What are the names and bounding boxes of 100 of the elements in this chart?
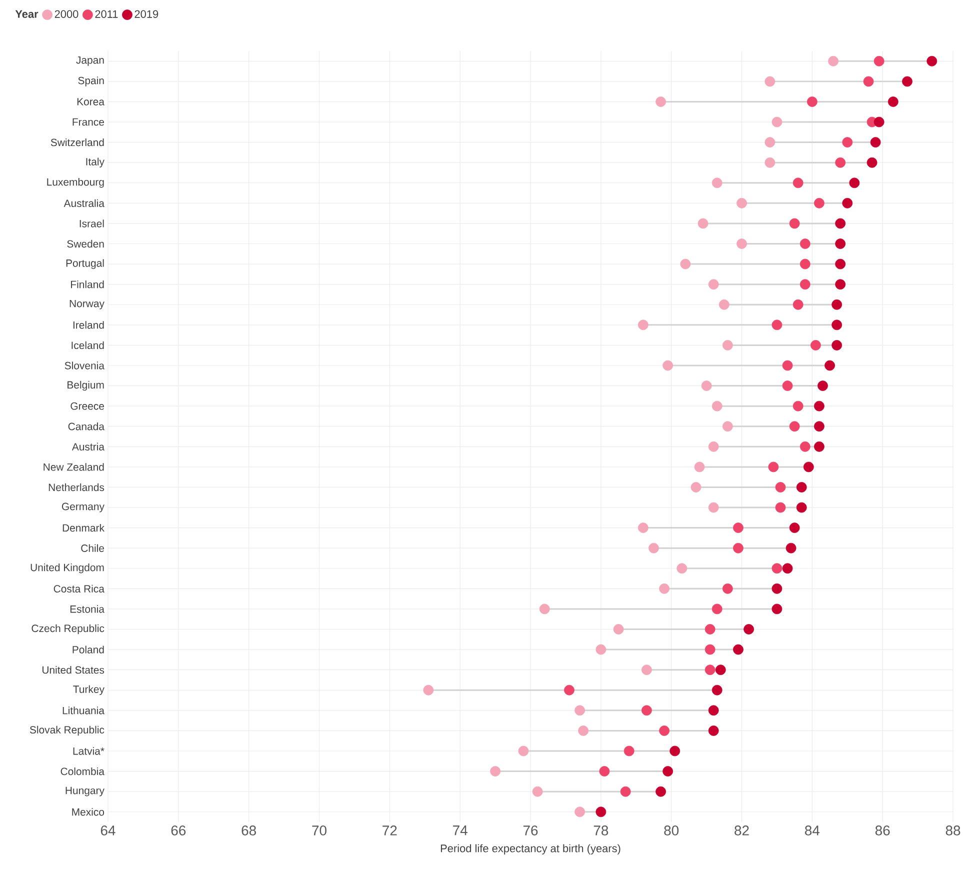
y-tick-label: Sweden [67,240,104,248]
y-tick-label: United Kingdom [30,564,104,574]
point [902,76,912,87]
y-tick-label: Spain [78,76,104,86]
point [670,746,680,756]
y-tick-label: Mexico [72,808,104,816]
y-tick-label: Hungary [66,786,104,796]
point [775,482,786,492]
point [772,320,782,330]
y-tick-label: Norway [70,300,104,310]
x-tick-label: 88 [946,826,960,836]
y-tick-label: Italy [86,158,104,168]
y-tick-label: Latvia* [73,747,104,755]
point [423,684,434,696]
point [733,644,744,655]
y-tick-label: Luxembourg [47,178,104,188]
point [712,178,722,188]
point [712,684,722,696]
y-tick-label: Israel [80,220,104,228]
point [772,583,782,594]
point [824,360,835,371]
point [704,644,716,655]
point [704,664,716,676]
point [772,563,782,574]
y-tick-label: Korea [77,98,104,106]
point [490,766,500,776]
y-tick-label: Iceland [72,341,104,350]
point [772,604,782,614]
point [712,604,722,614]
point [789,421,800,432]
point [701,380,712,391]
point [800,441,810,452]
point [662,360,674,371]
y-tick-label: Finland [71,280,104,288]
point [518,746,529,756]
point [708,726,719,736]
point [772,116,782,128]
x-tick-label: 72 [382,826,397,836]
point [641,705,652,716]
point [596,806,606,818]
point [835,218,846,229]
point [842,137,853,148]
point [792,178,804,188]
point [620,786,631,797]
point [698,218,708,229]
legend-label: 2011 [95,10,118,18]
point [800,279,810,290]
point [789,218,800,229]
x-tick-label: 86 [875,826,890,836]
point [624,746,634,756]
point [532,786,543,797]
x-tick-label: 66 [171,826,186,836]
legend-label: 2000 [54,10,78,18]
point [926,56,938,66]
y-tick-label: Colombia [60,767,104,776]
point [736,198,747,208]
point [733,522,744,534]
point [676,563,688,574]
point [564,684,574,696]
point [814,400,824,412]
point [814,421,824,432]
y-tick-label: Chile [81,544,104,552]
point [782,360,793,371]
point [638,522,648,534]
point [888,96,898,107]
legend-label: 2019 [134,10,158,18]
y-tick-label: Slovak Republic [30,726,104,736]
point [792,400,804,412]
point [782,563,793,574]
y-tick-label: United States [42,666,104,674]
y-tick-label: Austria [72,442,104,450]
point [656,786,666,797]
point [715,664,726,676]
y-tick-label: Germany [62,502,104,512]
point [835,279,846,290]
point [641,664,652,676]
x-tick-label: 64 [100,826,116,836]
y-tick-label: Switzerland [50,138,104,146]
point [578,726,589,736]
y-tick-label: Ireland [73,321,104,329]
point [733,542,744,554]
point [708,705,719,716]
y-tick-label: Japan [76,56,104,66]
point [814,441,824,452]
x-tick-label: 84 [805,826,820,836]
point [832,340,842,350]
point [803,462,814,472]
point [775,502,786,513]
point [835,157,846,168]
point [874,56,884,66]
point [708,279,719,290]
point [680,258,691,270]
y-tick-label: Lithuania [62,706,104,714]
point [659,726,670,736]
point [828,56,838,66]
point [800,258,810,270]
x-tick-label: 68 [242,826,256,836]
point [832,320,842,330]
point [786,542,796,554]
y-tick-label: Turkey [73,685,104,696]
